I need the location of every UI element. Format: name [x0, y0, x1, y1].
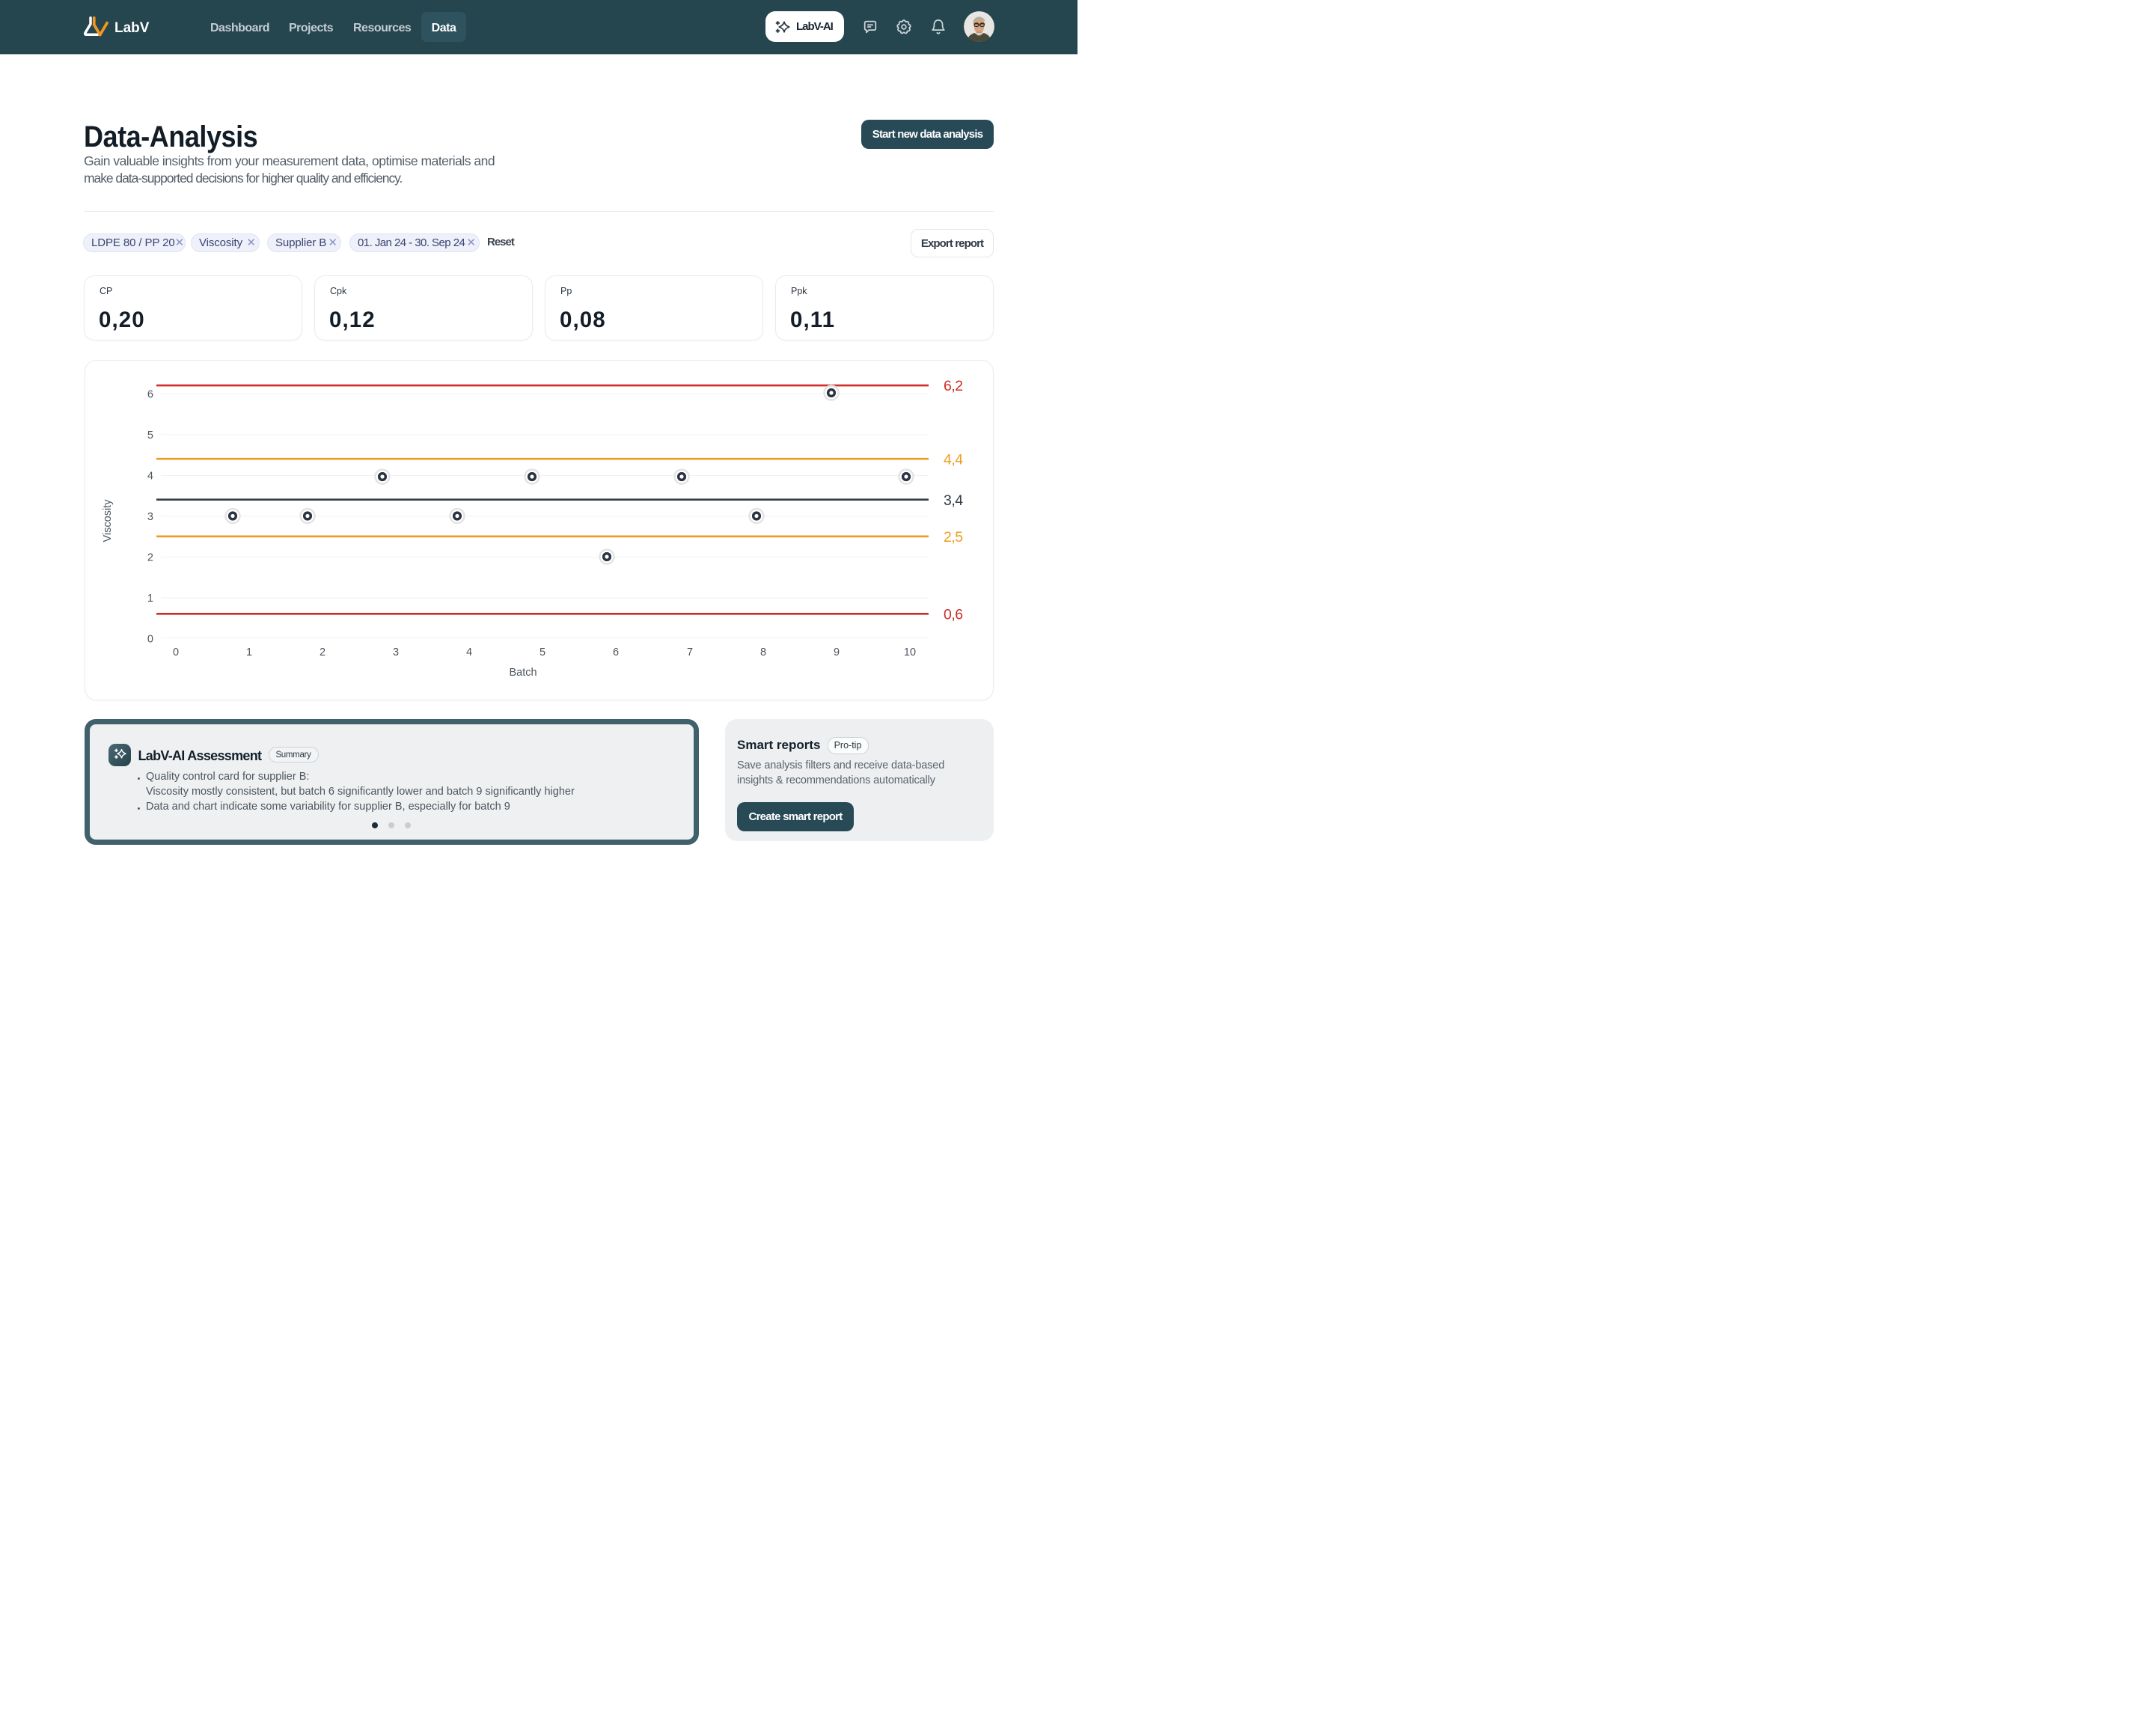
svg-text:1: 1: [246, 647, 252, 658]
svg-text:9: 9: [834, 647, 840, 658]
svg-text:7: 7: [687, 647, 693, 658]
svg-text:0,6: 0,6: [944, 606, 963, 623]
svg-text:6: 6: [147, 389, 153, 401]
svg-text:0: 0: [173, 647, 179, 658]
svg-text:2: 2: [320, 647, 325, 658]
svg-text:4: 4: [147, 471, 153, 483]
svg-text:8: 8: [760, 647, 766, 658]
svg-text:3: 3: [393, 647, 399, 658]
svg-text:5: 5: [147, 430, 153, 441]
svg-text:2: 2: [147, 552, 153, 564]
svg-text:Batch: Batch: [509, 667, 537, 679]
svg-text:1: 1: [147, 593, 153, 605]
svg-text:10: 10: [904, 647, 916, 658]
svg-text:6,2: 6,2: [944, 378, 963, 394]
svg-text:4,4: 4,4: [944, 451, 963, 468]
svg-text:Viscosity: Viscosity: [102, 499, 114, 542]
svg-text:3: 3: [147, 511, 153, 523]
svg-text:6: 6: [613, 647, 619, 658]
svg-text:3,4: 3,4: [944, 492, 963, 509]
svg-text:0: 0: [147, 634, 153, 646]
svg-text:4: 4: [466, 647, 472, 658]
svg-text:5: 5: [539, 647, 545, 658]
svg-text:2,5: 2,5: [944, 529, 963, 545]
